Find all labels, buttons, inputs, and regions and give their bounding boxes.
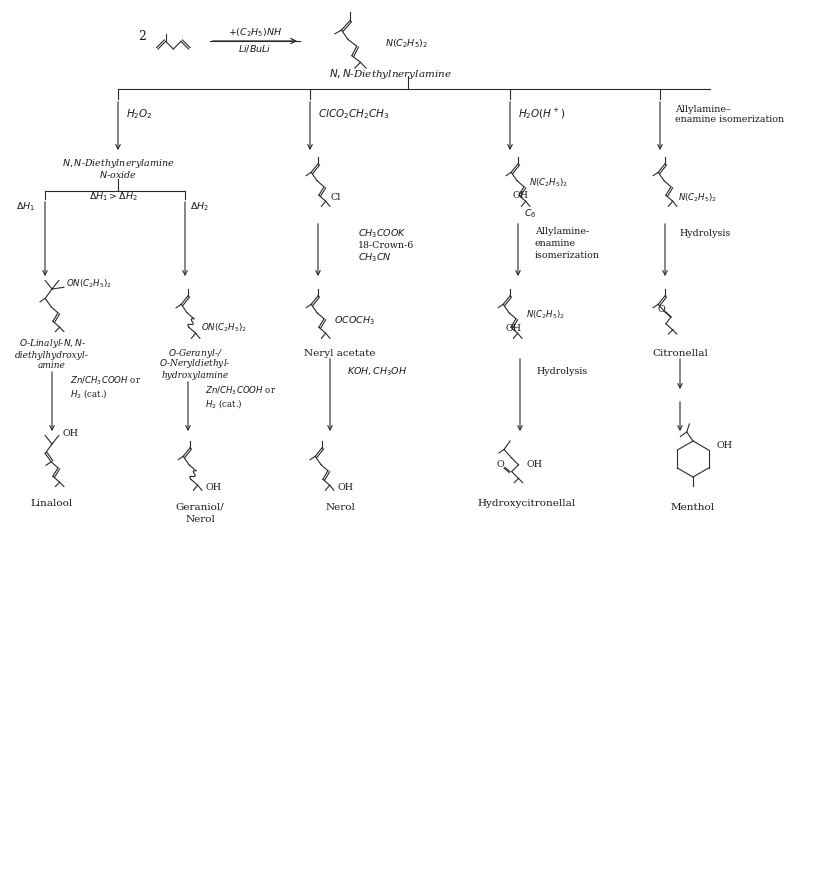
Text: $N(C_2H_5)_2$: $N(C_2H_5)_2$ bbox=[385, 38, 427, 50]
Text: Geraniol/: Geraniol/ bbox=[176, 502, 225, 512]
Text: 2: 2 bbox=[138, 30, 146, 43]
Text: enamine: enamine bbox=[535, 238, 576, 248]
Text: $N$-oxide: $N$-oxide bbox=[99, 169, 137, 180]
Text: Hydroxycitronellal: Hydroxycitronellal bbox=[478, 499, 576, 507]
Text: $O$-Geranyl-/: $O$-Geranyl-/ bbox=[167, 347, 222, 360]
Text: Nerol: Nerol bbox=[185, 515, 215, 525]
Text: OH: OH bbox=[62, 429, 78, 438]
Text: Linalool: Linalool bbox=[31, 499, 74, 507]
Text: amine: amine bbox=[38, 362, 66, 370]
Text: Allylamine–: Allylamine– bbox=[675, 104, 730, 114]
Text: isomerization: isomerization bbox=[535, 250, 600, 260]
Text: $N(C_2H_5)_2$: $N(C_2H_5)_2$ bbox=[678, 191, 717, 203]
Text: OH: OH bbox=[337, 482, 354, 492]
Text: Menthol: Menthol bbox=[671, 502, 715, 512]
Text: $\Delta H_1 > \Delta H_2$: $\Delta H_1 > \Delta H_2$ bbox=[88, 191, 137, 203]
Text: $KOH, CH_3OH$: $KOH, CH_3OH$ bbox=[347, 366, 408, 378]
Text: $C_6$: $C_6$ bbox=[524, 208, 536, 220]
Text: $Li/BuLi$: $Li/BuLi$ bbox=[239, 43, 272, 54]
Text: enamine isomerization: enamine isomerization bbox=[675, 116, 784, 124]
Text: $\Delta H_2$: $\Delta H_2$ bbox=[190, 201, 209, 213]
Text: Citronellal: Citronellal bbox=[652, 348, 708, 357]
Text: $N,N$-Diethylnerylamine: $N,N$-Diethylnerylamine bbox=[62, 156, 174, 169]
Text: $H_2$ (cat.): $H_2$ (cat.) bbox=[205, 396, 243, 409]
Text: OH: OH bbox=[513, 191, 529, 200]
Text: $\Delta H_1$: $\Delta H_1$ bbox=[16, 201, 35, 213]
Text: Cl: Cl bbox=[331, 193, 342, 202]
Text: Allylamine-: Allylamine- bbox=[535, 227, 589, 235]
Text: $H_2O_2$: $H_2O_2$ bbox=[126, 107, 153, 121]
Text: Nerol: Nerol bbox=[325, 502, 355, 512]
Text: $CH_3CN$: $CH_3CN$ bbox=[358, 252, 391, 264]
Text: $H_2O(H^+)$: $H_2O(H^+)$ bbox=[518, 107, 566, 122]
Text: $ClCO_2CH_2CH_3$: $ClCO_2CH_2CH_3$ bbox=[318, 107, 390, 121]
Text: OH: OH bbox=[506, 324, 522, 333]
Text: hydroxylamine: hydroxylamine bbox=[162, 370, 229, 380]
Text: Hydrolysis: Hydrolysis bbox=[680, 229, 731, 238]
Text: $N(C_2H_5)_2$: $N(C_2H_5)_2$ bbox=[526, 308, 565, 321]
Text: O: O bbox=[658, 305, 666, 314]
Text: OH: OH bbox=[526, 461, 542, 469]
Text: $O$-Neryldiethyl-: $O$-Neryldiethyl- bbox=[159, 357, 231, 370]
Text: $ON(C_2H_5)_2$: $ON(C_2H_5)_2$ bbox=[201, 321, 247, 334]
Text: $Zn/CH_3COOH$ or: $Zn/CH_3COOH$ or bbox=[205, 385, 276, 397]
Text: $+(C_2H_5)NH$: $+(C_2H_5)NH$ bbox=[228, 27, 282, 39]
Text: Neryl acetate: Neryl acetate bbox=[304, 348, 376, 357]
Text: 18-Crown-6: 18-Crown-6 bbox=[358, 242, 414, 250]
Text: diethylhydroxyl-: diethylhydroxyl- bbox=[16, 350, 89, 360]
Text: $N,N$-Diethylnerylamine: $N,N$-Diethylnerylamine bbox=[328, 67, 452, 81]
Text: $Zn/CH_3COOH$ or: $Zn/CH_3COOH$ or bbox=[70, 375, 141, 388]
Text: O: O bbox=[497, 461, 505, 469]
Text: $ON(C_2H_5)_2$: $ON(C_2H_5)_2$ bbox=[65, 278, 112, 290]
Text: $O$-Linalyl-$N,N$-: $O$-Linalyl-$N,N$- bbox=[19, 337, 86, 350]
Text: OH: OH bbox=[206, 482, 221, 492]
Text: $CH_3COOK$: $CH_3COOK$ bbox=[358, 228, 407, 240]
Text: $H_2$ (cat.): $H_2$ (cat.) bbox=[70, 387, 108, 400]
Text: OH: OH bbox=[717, 441, 733, 450]
Text: $N(C_2H_5)_2$: $N(C_2H_5)_2$ bbox=[529, 176, 568, 189]
Text: Hydrolysis: Hydrolysis bbox=[537, 368, 588, 376]
Text: $OCOCH_3$: $OCOCH_3$ bbox=[334, 315, 375, 327]
